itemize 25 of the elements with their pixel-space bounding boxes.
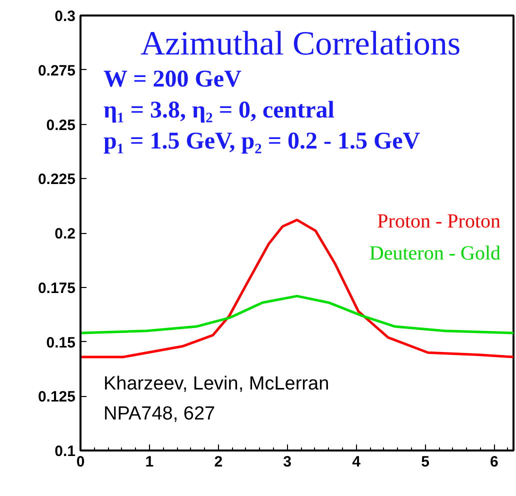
y-tick-label: 0.275 (38, 62, 76, 80)
x-tick-label: 6 (490, 454, 498, 470)
y-tick-label: 0.2 (54, 226, 76, 242)
x-tick-label: 2 (214, 454, 223, 470)
y-tick-label: 0.25 (46, 116, 76, 134)
y-tick-label: 0.175 (38, 280, 76, 297)
y-tick-label: 0.1 (54, 443, 76, 460)
annotation: Kharzeev, Levin, McLerran (104, 374, 330, 394)
x-tick-label: 3 (283, 454, 292, 470)
annotation: W = 200 GeV (104, 66, 242, 92)
y-tick-label: 0.15 (46, 334, 76, 352)
chart-title: Azimuthal Correlations (140, 26, 461, 62)
x-tick-label: 4 (352, 454, 362, 470)
x-tick-label: 0 (76, 454, 85, 470)
annotation: p₁ = 1.5 GeV, p₂ = 0.2 - 1.5 GeV (104, 128, 421, 154)
text: Deuteron - Gold (369, 242, 501, 264)
annotation: NPA748, 627 (104, 404, 216, 424)
y-tick-label: 0.125 (38, 388, 76, 406)
annotation: η₁ = 3.8, η₂ = 0, central (104, 98, 335, 124)
x-tick-label: 1 (145, 454, 154, 470)
x-tick-label: 5 (421, 454, 430, 470)
y-tick-label: 0.3 (54, 8, 76, 25)
text: Proton - Proton (377, 210, 501, 232)
y-tick-label: 0.225 (38, 171, 76, 188)
line-series (80, 294, 514, 334)
